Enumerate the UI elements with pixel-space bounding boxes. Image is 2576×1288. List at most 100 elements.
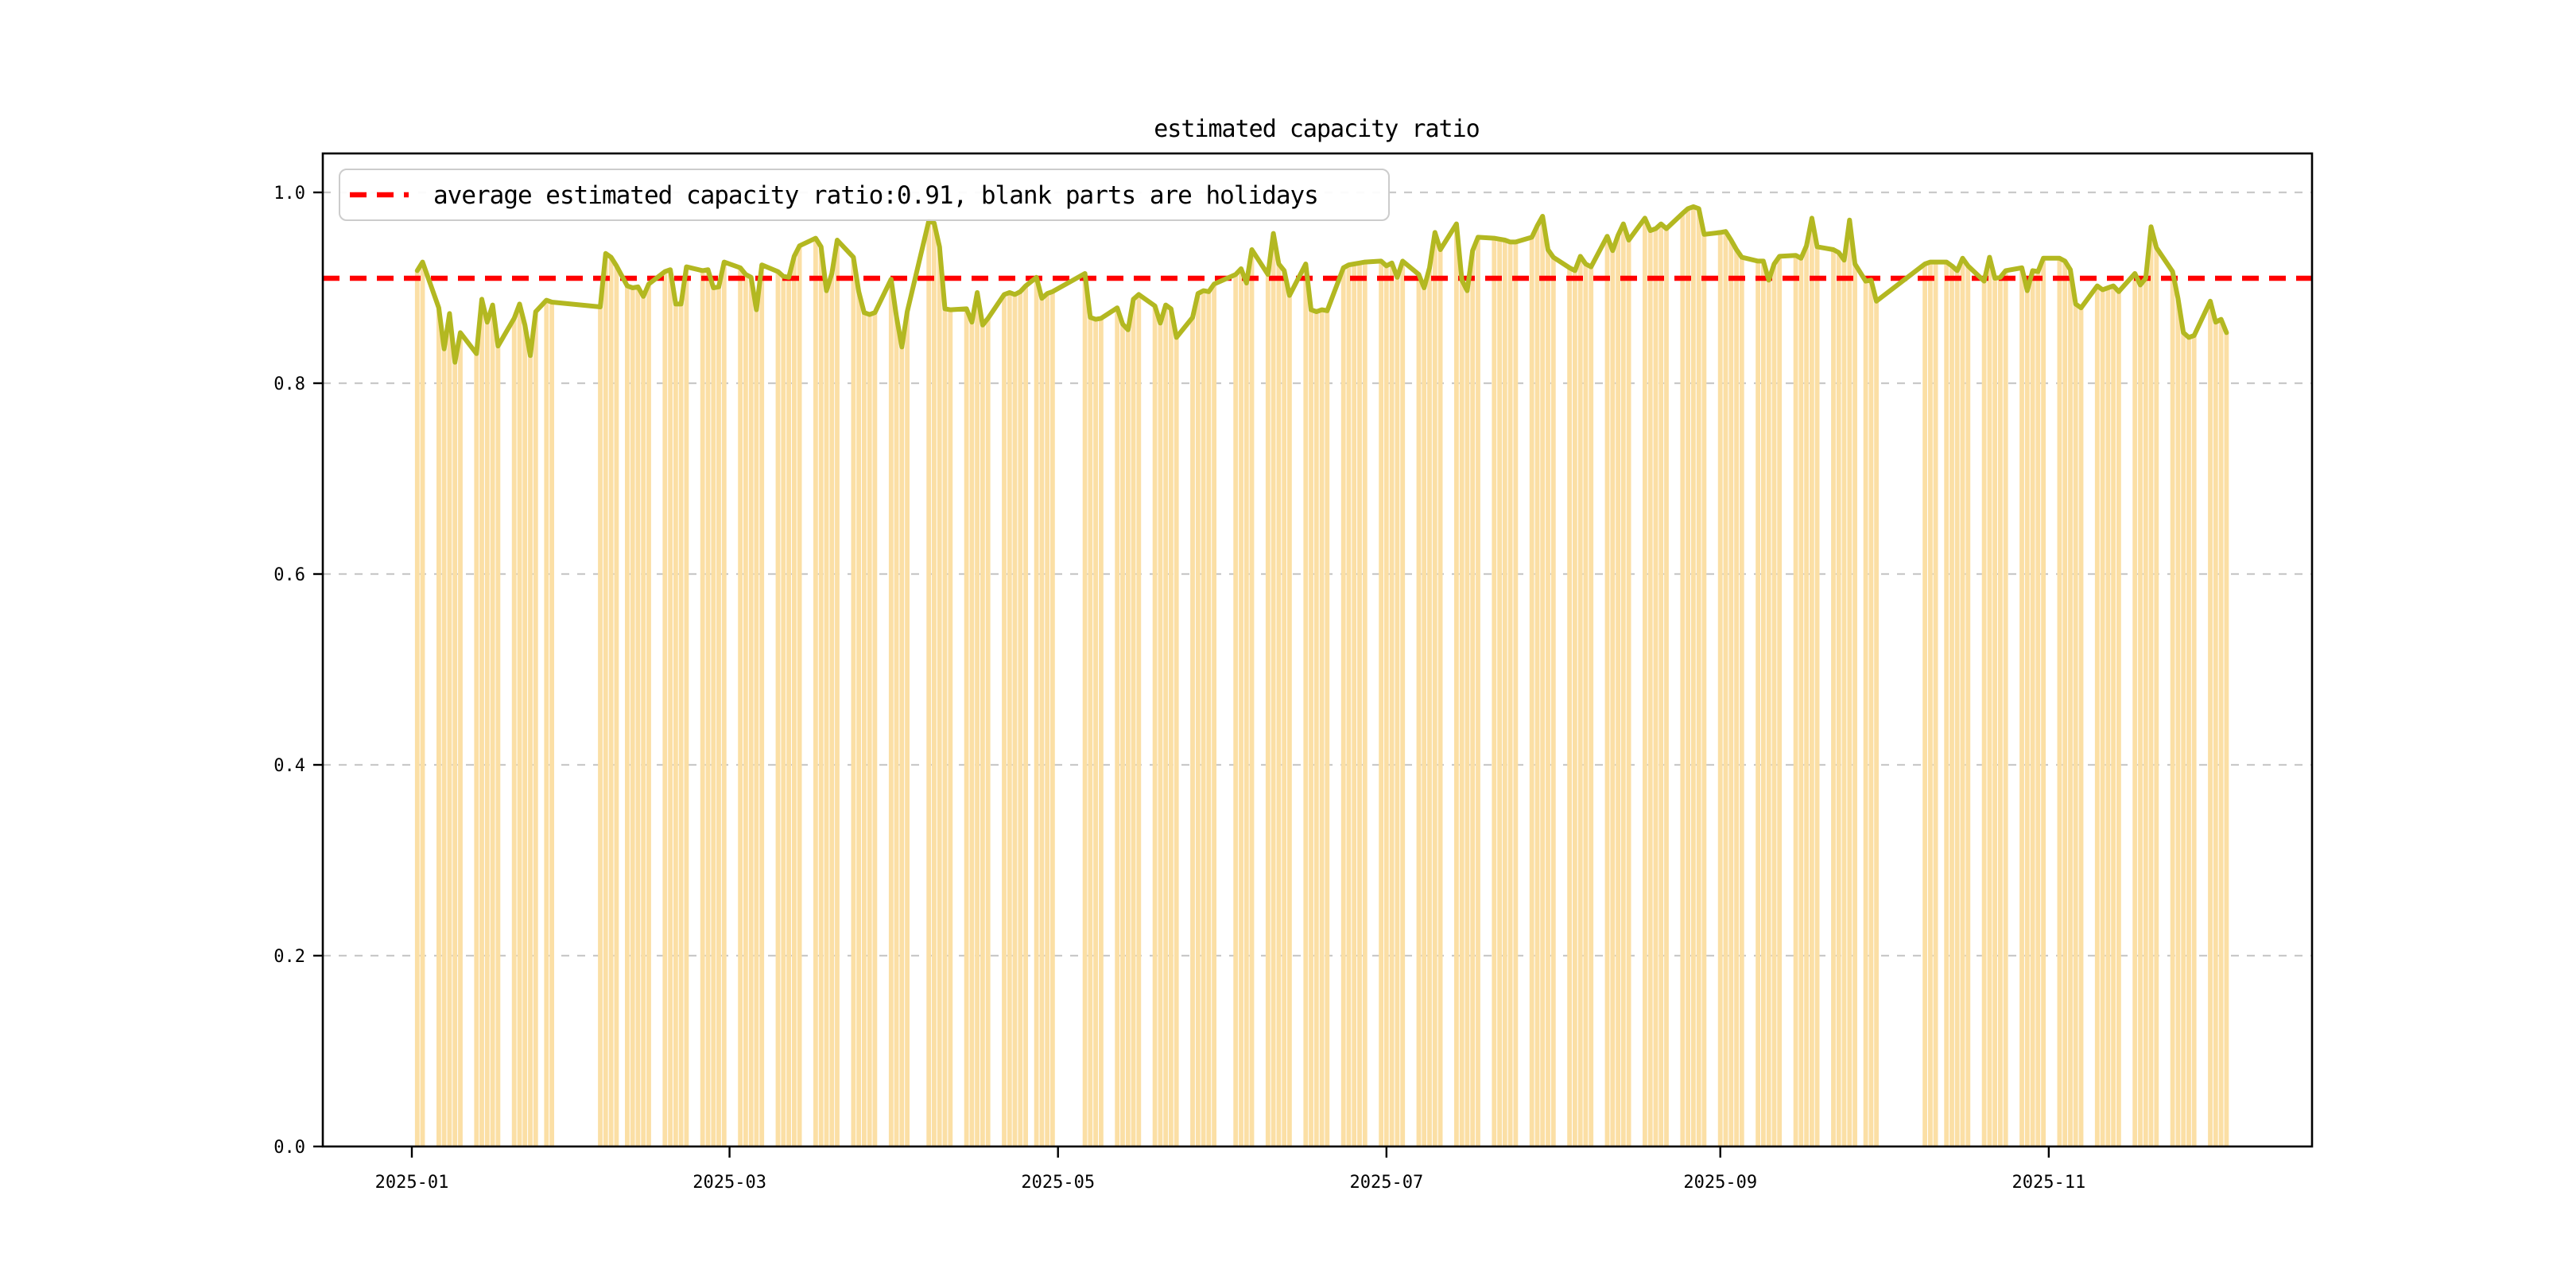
day-bar [754,309,759,1147]
day-bar [2100,289,2105,1146]
day-bar [775,271,781,1147]
day-bar [1416,274,1422,1147]
day-bar [1088,317,1093,1147]
day-bar [1158,323,1163,1146]
day-bar [1804,246,1809,1147]
day-bar [1099,318,1104,1146]
day-bar [2057,258,2062,1146]
day-bar [1427,267,1432,1146]
day-bar [1691,207,1696,1146]
day-bar [479,299,484,1146]
day-bar [1346,265,1352,1147]
day-bar [942,308,948,1146]
day-bar [2111,285,2116,1147]
day-bar [980,324,985,1146]
day-bar [1546,250,1550,1146]
day-bar [1454,223,1459,1147]
day-bar [1734,250,1739,1146]
day-bar [894,316,899,1146]
day-bar [1465,290,1470,1147]
day-bar [549,302,554,1146]
day-bar [1793,255,1798,1147]
day-bar [1002,294,1007,1146]
day-bar [1303,264,1309,1146]
day-bar [2105,288,2111,1146]
day-bar [899,347,905,1146]
day-bar [835,240,840,1146]
day-bar [1023,285,1028,1147]
day-bar [786,277,791,1146]
y-tick-label: 0.0 [274,1138,305,1158]
day-bar [458,332,463,1146]
day-bar [2154,247,2159,1147]
day-bar [2073,304,2078,1146]
day-bar [603,253,608,1146]
day-bar [1810,218,1814,1146]
legend: average estimated capacity ratio:0.91, b… [339,169,1390,221]
day-bar [533,312,538,1146]
day-bar [1852,264,1857,1146]
day-bar [1422,288,1427,1146]
day-bar [1190,317,1195,1147]
day-bar [937,246,942,1146]
day-bar [1233,274,1239,1147]
day-bar [862,312,867,1147]
day-bar [721,262,727,1147]
day-bar [985,318,991,1146]
day-bar [1012,294,1018,1146]
day-bar [969,322,975,1147]
day-bar [1960,258,1965,1146]
day-bar [1836,252,1841,1147]
day-bar [1616,235,1620,1146]
day-bar [1476,237,1480,1146]
x-tick-label: 2025-03 [692,1173,766,1193]
day-bar [1050,291,1055,1146]
day-bar [641,296,646,1146]
day-bar [2208,301,2213,1146]
day-bar [797,246,802,1147]
day-bar [1249,250,1255,1146]
day-bar [1610,250,1616,1147]
day-bar [705,270,711,1147]
day-bar [1502,240,1507,1146]
day-bar [1814,246,1820,1146]
day-bar [1115,308,1120,1147]
day-bar [2003,270,2008,1146]
day-bar [2078,308,2084,1147]
day-bar [673,304,678,1146]
day-bar [2094,285,2100,1147]
day-bar [1717,232,1723,1146]
day-bar [1287,295,1292,1147]
day-bar [1766,280,1771,1146]
day-bar [743,274,748,1147]
day-bar [1944,262,1949,1147]
day-bar [1534,226,1540,1146]
capacity-ratio-line [414,204,2229,365]
chart-title: estimated capacity ratio [1154,115,1479,143]
day-bar [829,274,835,1146]
day-bar [1201,290,1206,1147]
day-bar [1206,291,1212,1146]
day-bar [1152,305,1158,1146]
day-bar [1389,262,1395,1146]
x-tick-label: 2025-11 [2012,1173,2086,1193]
day-bar [1400,261,1406,1146]
day-bar [1163,305,1169,1147]
day-bar [517,304,522,1146]
day-bar [759,265,765,1147]
y-tick-label: 0.4 [274,756,305,776]
day-bar [867,314,872,1147]
y-tick-label: 1.0 [274,184,305,204]
day-bar [700,270,705,1146]
day-bar [1567,267,1572,1146]
day-bar [1981,281,1987,1147]
day-bar [1507,242,1513,1146]
day-bar [1007,293,1012,1146]
x-tick-label: 2025-09 [1683,1173,1757,1193]
day-bar [738,267,743,1146]
day-bar [1497,239,1502,1146]
day-bar [2143,278,2148,1146]
day-bar [1395,277,1400,1146]
day-bar [2148,227,2154,1147]
day-bar [1282,270,1287,1146]
